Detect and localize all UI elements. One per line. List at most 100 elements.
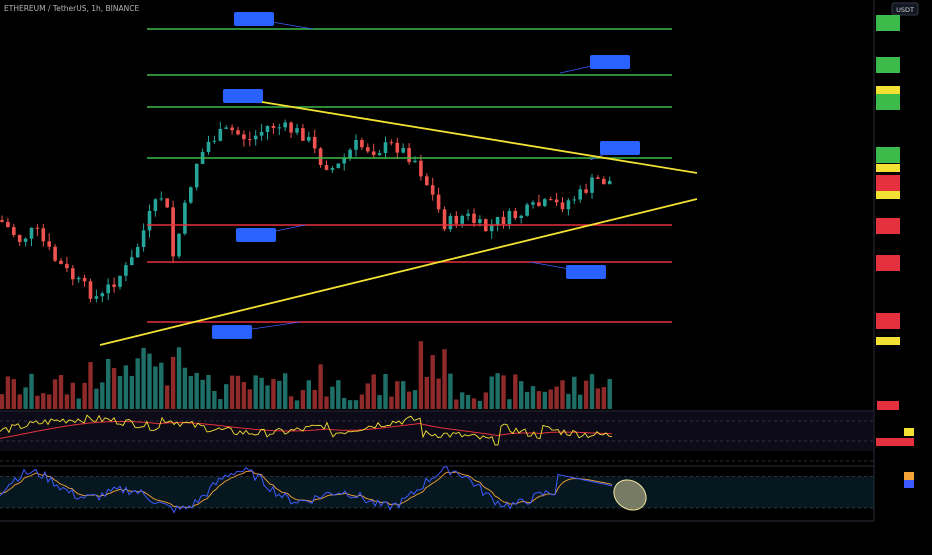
candle-body [35, 227, 40, 229]
volume-bar [607, 378, 612, 409]
candle-body [12, 227, 16, 236]
candle-body [525, 204, 529, 216]
volume-bar [324, 396, 329, 409]
candle-body [259, 131, 264, 136]
trendline-ascending[interactable] [99, 198, 698, 346]
candle-body [218, 128, 223, 141]
price-badge [876, 94, 900, 102]
price-badge [876, 263, 900, 271]
candle-body [342, 157, 346, 164]
volume-bar [601, 387, 606, 409]
candle-body [206, 141, 211, 153]
price-badge [876, 86, 900, 94]
highlight-ellipse[interactable] [608, 474, 652, 516]
candle-body [366, 147, 370, 152]
candle-body [324, 165, 329, 170]
volume-bar [241, 382, 247, 409]
volume-bar [153, 366, 158, 409]
volume-bar [495, 373, 500, 409]
stoch-pane [0, 466, 914, 514]
level-callout-box[interactable] [600, 141, 640, 155]
candle-body [165, 198, 169, 208]
level-callout-box[interactable] [212, 325, 252, 339]
candle-body [602, 178, 606, 185]
candle-body [436, 194, 441, 210]
candle-body [171, 207, 175, 257]
volume-bar [353, 400, 359, 409]
candle-body [330, 168, 335, 170]
volume-bar [165, 385, 170, 409]
level-callout-box[interactable] [566, 265, 606, 279]
candle-body [112, 284, 116, 287]
volume-bar [589, 374, 595, 409]
candle-body [495, 216, 500, 225]
candle-body [395, 142, 400, 153]
level-callout-box[interactable] [223, 89, 263, 103]
volume-bar [88, 362, 93, 409]
level-callout-box[interactable] [590, 55, 630, 69]
volume-bar [176, 347, 182, 409]
volume-bar [436, 378, 441, 409]
stoch-band [0, 476, 874, 508]
volume-bar [200, 379, 205, 409]
candle-body [460, 215, 464, 224]
candle-body [301, 128, 305, 141]
candle-body [548, 199, 553, 201]
candle-body [71, 268, 75, 280]
candle-body [65, 263, 69, 269]
rsi-line [0, 414, 613, 446]
volume-bar [206, 374, 211, 409]
volume-bar [64, 394, 70, 409]
stoch-d-badge [904, 472, 914, 480]
candle-body [94, 296, 99, 299]
candle-body [312, 136, 317, 149]
volume-bar [259, 377, 264, 409]
price-badge [876, 218, 900, 226]
volume-label-bg [877, 401, 899, 410]
volume-bar [359, 394, 365, 409]
level-callout-box[interactable] [234, 12, 274, 26]
volume-bar [501, 375, 506, 409]
volume-bar [224, 384, 229, 409]
candle-body [401, 148, 405, 153]
candle-body [430, 185, 435, 195]
volume-bar [442, 349, 447, 409]
price-badge [876, 313, 900, 321]
currency-label: USDT [896, 6, 914, 14]
candle-body [413, 160, 417, 163]
candle-body [578, 189, 582, 200]
candle-body [29, 227, 34, 239]
candle-body [307, 136, 311, 141]
volume-bar [306, 380, 311, 409]
volume-bar [548, 389, 553, 409]
candle-body [6, 221, 10, 228]
volume-bar [52, 379, 58, 409]
price-badge [876, 337, 900, 345]
candle-body [118, 275, 122, 287]
rsi-value-badge [904, 428, 914, 436]
horizontal-levels[interactable] [147, 12, 672, 339]
volume-bar [212, 390, 217, 409]
trendline-descending[interactable] [261, 101, 698, 174]
candle-body [82, 277, 87, 282]
price-badge [876, 147, 900, 155]
level-callout-box[interactable] [236, 228, 276, 242]
volume-label-badge [877, 401, 899, 410]
price-badge [876, 321, 900, 329]
candle-body [507, 210, 512, 225]
volume-bar [117, 375, 123, 409]
volume-bar [572, 376, 577, 409]
price-badge [876, 15, 900, 23]
candle-body [537, 202, 541, 206]
currency-button[interactable]: USDT [891, 2, 919, 16]
volume-bar [513, 374, 518, 409]
volume-bar [483, 392, 488, 409]
trendlines[interactable] [99, 101, 698, 346]
candle-body [53, 246, 57, 261]
candle-body [76, 277, 81, 280]
candle-body [295, 128, 299, 133]
volume-bar [94, 388, 99, 409]
candle-body [501, 216, 506, 225]
volume-bar [70, 382, 75, 409]
